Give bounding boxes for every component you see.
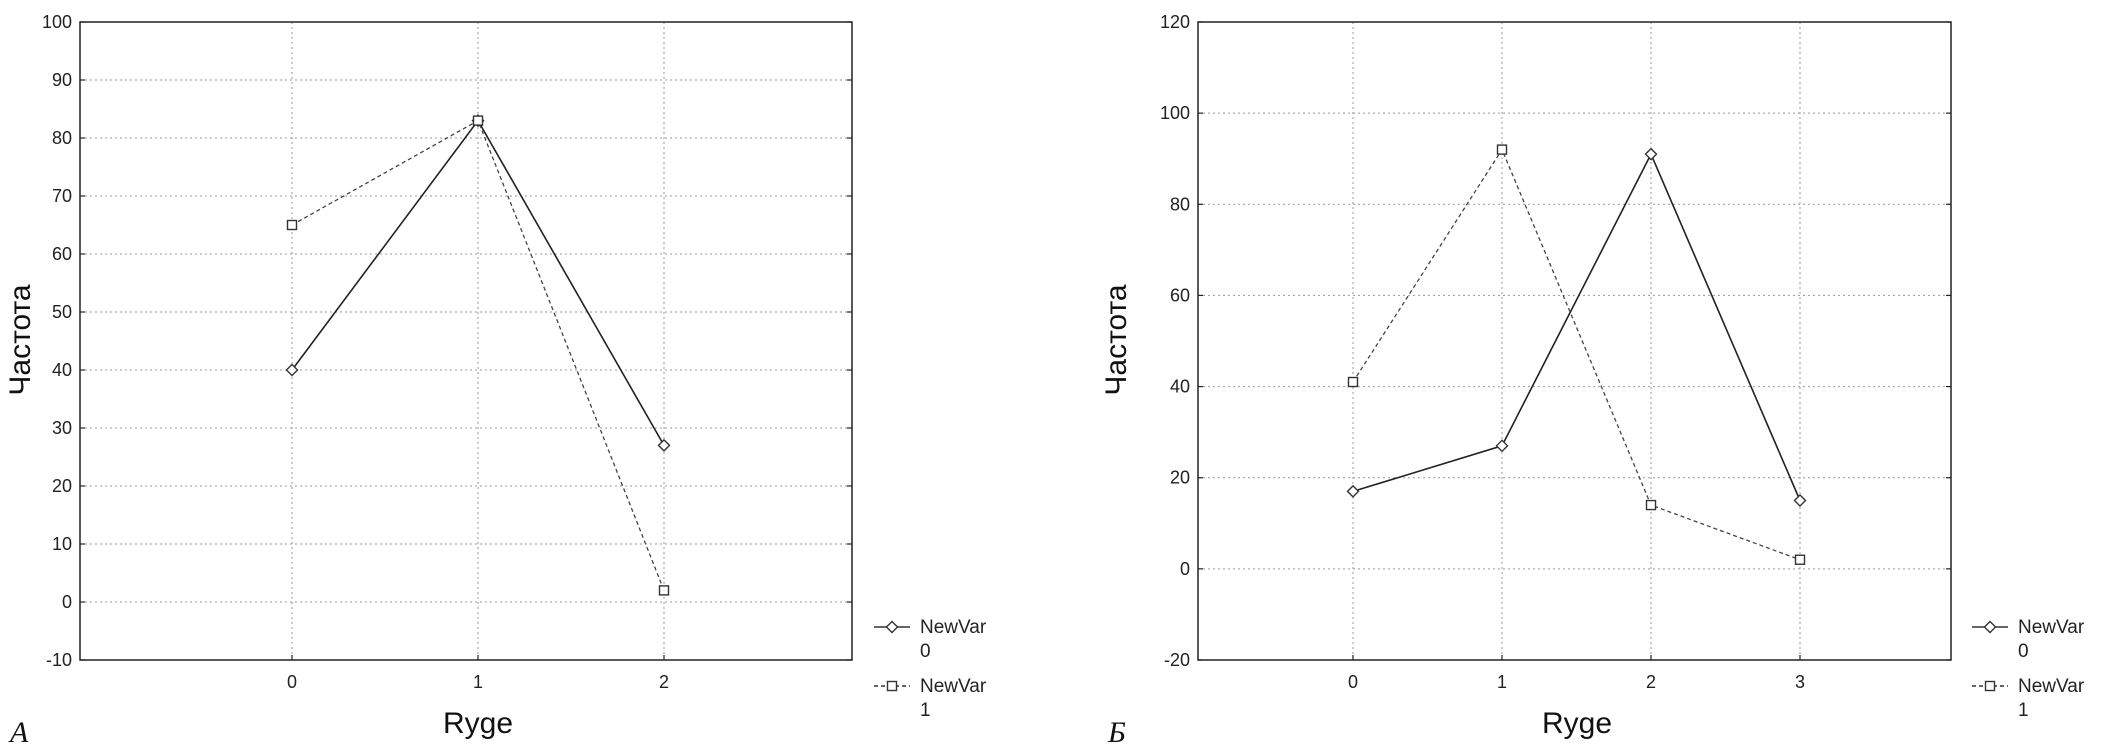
y-tick-label: 80 bbox=[1170, 194, 1190, 214]
data-point bbox=[1496, 144, 1508, 155]
legend-sublabel: 0 bbox=[2018, 641, 2029, 662]
legend-sublabel: 0 bbox=[920, 641, 931, 662]
x-tick-label: 3 bbox=[1795, 672, 1805, 692]
legend-entry-1: NewVar 1 bbox=[1972, 676, 2085, 721]
y-tick-label: 40 bbox=[52, 360, 72, 380]
y-tick-label: 70 bbox=[52, 186, 72, 206]
y-tick-label: 20 bbox=[1170, 468, 1190, 488]
x-tick-label: 2 bbox=[659, 672, 669, 692]
legend-entry-1: NewVar 1 bbox=[874, 676, 987, 721]
y-tick-label: 60 bbox=[52, 244, 72, 264]
y-tick-label: 0 bbox=[1180, 559, 1190, 579]
x-axis-title: Ryge bbox=[443, 707, 513, 740]
legend-marker bbox=[1984, 680, 1996, 692]
x-tick-label: 0 bbox=[1348, 672, 1358, 692]
y-tick-label: 60 bbox=[1170, 285, 1190, 305]
legend-sublabel: 1 bbox=[2018, 700, 2029, 721]
legend-label: NewVar bbox=[920, 676, 987, 697]
y-tick-label: -10 bbox=[46, 650, 72, 670]
series-1 bbox=[286, 115, 670, 596]
panel-label: А bbox=[8, 716, 29, 749]
x-tick-label: 2 bbox=[1646, 672, 1656, 692]
data-point bbox=[1347, 376, 1359, 388]
data-point bbox=[657, 438, 671, 452]
y-axis-title: Частота bbox=[4, 284, 37, 396]
legend-sublabel: 1 bbox=[920, 700, 931, 721]
x-axis-title: Ryge bbox=[1542, 707, 1612, 740]
y-tick-label: 90 bbox=[52, 70, 72, 90]
plot-frame bbox=[1197, 21, 1952, 661]
data-point bbox=[1794, 554, 1806, 565]
legend-label: NewVar bbox=[2018, 676, 2085, 697]
data-point bbox=[658, 585, 670, 596]
y-axis-title: Частота bbox=[1100, 284, 1133, 396]
x-tick-label: 0 bbox=[287, 672, 297, 692]
series-line bbox=[1352, 148, 1801, 561]
data-point bbox=[472, 115, 484, 126]
legend-label: NewVar bbox=[2018, 617, 2085, 638]
legend-entry-0: NewVar 0 bbox=[874, 617, 987, 662]
data-point bbox=[1495, 439, 1509, 453]
y-tick-label: 50 bbox=[52, 302, 72, 322]
data-point bbox=[1346, 484, 1360, 498]
legend-marker bbox=[1983, 620, 1997, 634]
x-tick-label: 1 bbox=[1497, 672, 1507, 692]
y-tick-label: 0 bbox=[62, 592, 72, 612]
series-0 bbox=[1346, 147, 1807, 507]
y-tick-label: 20 bbox=[52, 476, 72, 496]
series-line bbox=[1352, 152, 1801, 501]
y-tick-label: 120 bbox=[1160, 12, 1190, 32]
series-line bbox=[291, 119, 665, 591]
y-tick-label: 80 bbox=[52, 128, 72, 148]
plot-frame bbox=[79, 21, 853, 661]
x-tick-label: 1 bbox=[473, 672, 483, 692]
data-point bbox=[286, 219, 298, 231]
data-point bbox=[1644, 147, 1658, 161]
series-1 bbox=[1347, 144, 1806, 565]
panel-label: Б bbox=[1107, 716, 1126, 749]
legend-marker bbox=[885, 620, 899, 634]
data-point bbox=[285, 363, 299, 377]
legend-entry-0: NewVar 0 bbox=[1972, 617, 2085, 662]
y-tick-label: 100 bbox=[1160, 103, 1190, 123]
legend-label: NewVar bbox=[920, 617, 987, 638]
data-point bbox=[1793, 494, 1807, 507]
y-tick-label: 30 bbox=[52, 418, 72, 438]
legend-marker bbox=[886, 680, 898, 692]
y-tick-label: 40 bbox=[1170, 377, 1190, 397]
y-tick-label: 10 bbox=[52, 534, 72, 554]
y-tick-label: -20 bbox=[1164, 650, 1190, 670]
chart-panel-1: -20 0 20 40 60 80 100 120 0 1 2 3 Ryge Частота Б NewVar… bbox=[1100, 12, 2085, 749]
y-tick-label: 100 bbox=[42, 12, 72, 32]
data-point bbox=[1645, 499, 1657, 511]
